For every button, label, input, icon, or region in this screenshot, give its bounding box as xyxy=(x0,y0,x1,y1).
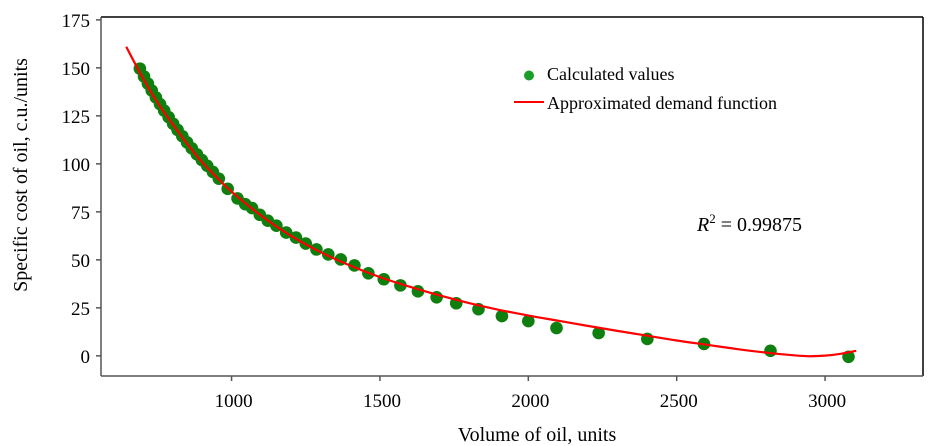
r-squared-superscript: 2 xyxy=(709,211,716,226)
y-tick-label: 75 xyxy=(71,203,90,224)
y-tick-label: 100 xyxy=(62,155,91,176)
y-tick-label: 150 xyxy=(62,59,91,80)
y-axis-ticks: 0 25 50 75 100 125 150 175 xyxy=(62,11,101,368)
x-tick-label: 1000 xyxy=(215,391,253,412)
plot-frame xyxy=(100,16,924,377)
x-axis-title: Volume of oil, units xyxy=(458,424,617,446)
legend: Calculated values Approximated demand fu… xyxy=(514,64,777,113)
y-tick-label: 25 xyxy=(71,299,90,320)
r-squared-base: R xyxy=(696,214,709,236)
y-axis-title: Specific cost of oil, c.u./units xyxy=(10,58,32,292)
x-axis-ticks: 1000 1500 2000 2500 3000 xyxy=(215,376,846,412)
x-tick-label: 3000 xyxy=(808,391,846,412)
legend-marker-calculated-values xyxy=(524,70,534,81)
y-tick-label: 50 xyxy=(71,251,90,272)
x-tick-label: 2000 xyxy=(511,391,549,412)
x-tick-label: 2500 xyxy=(660,391,698,412)
r-squared-annotation: R2 = 0.99875 xyxy=(696,211,802,236)
r-squared-value: = 0.99875 xyxy=(716,214,802,236)
legend-label-calculated-values: Calculated values xyxy=(547,64,674,84)
x-tick-label: 1500 xyxy=(363,391,401,412)
y-tick-label: 125 xyxy=(62,107,91,128)
data-point xyxy=(550,321,563,335)
y-tick-label: 175 xyxy=(62,11,91,32)
data-point xyxy=(764,344,777,358)
data-point xyxy=(522,314,535,328)
data-point xyxy=(592,326,605,340)
y-tick-label: 0 xyxy=(81,347,91,368)
data-point xyxy=(495,309,509,323)
demand-function-curve xyxy=(125,46,857,358)
legend-label-approximated-demand-function: Approximated demand function xyxy=(547,93,777,113)
demand-function-line-layer xyxy=(125,46,857,358)
